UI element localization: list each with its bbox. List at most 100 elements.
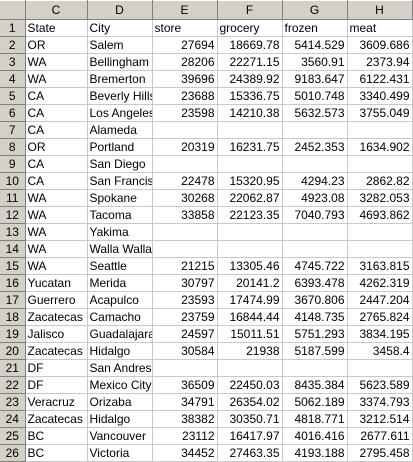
- cell-grocery[interactable]: 13305.46: [217, 257, 283, 275]
- cell-state[interactable]: WA: [25, 240, 88, 258]
- cell-meat[interactable]: [347, 240, 413, 258]
- cell-frozen[interactable]: 7040.793: [282, 206, 348, 224]
- cell-grocery[interactable]: 24389.92: [217, 70, 283, 88]
- cell-frozen[interactable]: 4745.722: [282, 257, 348, 275]
- row-header[interactable]: 18: [0, 308, 26, 326]
- cell-state[interactable]: WA: [25, 257, 88, 275]
- cell-meat[interactable]: 2447.204: [347, 291, 413, 309]
- row-header[interactable]: 3: [0, 53, 26, 71]
- cell-grocery[interactable]: 21938: [217, 342, 283, 360]
- cell-grocery[interactable]: 22062.87: [217, 189, 283, 207]
- cell-meat[interactable]: 3609.686: [347, 36, 413, 54]
- cell-frozen[interactable]: 4148.735: [282, 308, 348, 326]
- row-header[interactable]: 2: [0, 36, 26, 54]
- cell-frozen[interactable]: [282, 359, 348, 377]
- row-header[interactable]: 10: [0, 172, 26, 190]
- row-header[interactable]: 1: [0, 19, 26, 37]
- cell-state[interactable]: Yucatan: [25, 274, 88, 292]
- row-header[interactable]: 11: [0, 189, 26, 207]
- cell-meat[interactable]: 3834.195: [347, 325, 413, 343]
- cell-meat[interactable]: [347, 121, 413, 139]
- cell-frozen[interactable]: 5751.293: [282, 325, 348, 343]
- cell-meat[interactable]: 3163.815: [347, 257, 413, 275]
- cell-city[interactable]: Acapulco: [87, 291, 153, 309]
- cell-store[interactable]: 20319: [152, 138, 218, 156]
- cell-state[interactable]: OR: [25, 138, 88, 156]
- cell-grocery[interactable]: 22123.35: [217, 206, 283, 224]
- cell-grocery[interactable]: 18669.78: [217, 36, 283, 54]
- cell-frozen[interactable]: [282, 240, 348, 258]
- row-header[interactable]: 14: [0, 240, 26, 258]
- cell-grocery[interactable]: 22450.03: [217, 376, 283, 394]
- row-header[interactable]: 16: [0, 274, 26, 292]
- cell-grocery[interactable]: grocery: [217, 19, 283, 37]
- cell-store[interactable]: 34791: [152, 393, 218, 411]
- cell-frozen[interactable]: 5632.573: [282, 104, 348, 122]
- cell-store[interactable]: 33858: [152, 206, 218, 224]
- cell-state[interactable]: Zacatecas: [25, 410, 88, 428]
- cell-grocery[interactable]: 15011.51: [217, 325, 283, 343]
- cell-store[interactable]: [152, 359, 218, 377]
- cell-meat[interactable]: 3374.793: [347, 393, 413, 411]
- cell-state[interactable]: CA: [25, 121, 88, 139]
- cell-grocery[interactable]: 27463.35: [217, 444, 283, 462]
- cell-store[interactable]: 39696: [152, 70, 218, 88]
- cell-grocery[interactable]: 22271.15: [217, 53, 283, 71]
- cell-city[interactable]: Victoria: [87, 444, 153, 462]
- cell-grocery[interactable]: 16417.97: [217, 427, 283, 445]
- cell-city[interactable]: Los Angeles: [87, 104, 153, 122]
- cell-meat[interactable]: 5623.589: [347, 376, 413, 394]
- cell-store[interactable]: 21215: [152, 257, 218, 275]
- cell-state[interactable]: CA: [25, 87, 88, 105]
- cell-grocery[interactable]: 30350.71: [217, 410, 283, 428]
- column-header-e[interactable]: E: [152, 0, 218, 20]
- cell-city[interactable]: City: [87, 19, 153, 37]
- cell-city[interactable]: Mexico City: [87, 376, 153, 394]
- cell-store[interactable]: [152, 155, 218, 173]
- cell-state[interactable]: WA: [25, 223, 88, 241]
- cell-city[interactable]: Spokane: [87, 189, 153, 207]
- cell-store[interactable]: 23598: [152, 104, 218, 122]
- cell-state[interactable]: BC: [25, 444, 88, 462]
- cell-grocery[interactable]: 15336.75: [217, 87, 283, 105]
- cell-city[interactable]: Seattle: [87, 257, 153, 275]
- cell-store[interactable]: 23593: [152, 291, 218, 309]
- column-header-c[interactable]: C: [25, 0, 88, 20]
- cell-frozen[interactable]: 6393.478: [282, 274, 348, 292]
- cell-city[interactable]: San Diego: [87, 155, 153, 173]
- cell-city[interactable]: Alameda: [87, 121, 153, 139]
- cell-store[interactable]: [152, 121, 218, 139]
- cell-store[interactable]: 30797: [152, 274, 218, 292]
- cell-meat[interactable]: 6122.431: [347, 70, 413, 88]
- cell-meat[interactable]: 2373.94: [347, 53, 413, 71]
- cell-frozen[interactable]: 3560.91: [282, 53, 348, 71]
- row-header[interactable]: 19: [0, 325, 26, 343]
- cell-store[interactable]: 36509: [152, 376, 218, 394]
- cell-grocery[interactable]: 15320.95: [217, 172, 283, 190]
- cell-frozen[interactable]: [282, 155, 348, 173]
- cell-frozen[interactable]: 5010.748: [282, 87, 348, 105]
- cell-meat[interactable]: 1634.902: [347, 138, 413, 156]
- cell-store[interactable]: 24597: [152, 325, 218, 343]
- cell-frozen[interactable]: 5414.529: [282, 36, 348, 54]
- cell-meat[interactable]: 4262.319: [347, 274, 413, 292]
- cell-state[interactable]: Jalisco: [25, 325, 88, 343]
- row-header[interactable]: 7: [0, 121, 26, 139]
- cell-city[interactable]: Walla Walla: [87, 240, 153, 258]
- cell-store[interactable]: 27694: [152, 36, 218, 54]
- column-header-h[interactable]: H: [347, 0, 413, 20]
- cell-state[interactable]: WA: [25, 70, 88, 88]
- cell-state[interactable]: CA: [25, 155, 88, 173]
- row-header[interactable]: 17: [0, 291, 26, 309]
- cell-city[interactable]: Yakima: [87, 223, 153, 241]
- column-header-f[interactable]: F: [217, 0, 283, 20]
- cell-store[interactable]: 38382: [152, 410, 218, 428]
- cell-store[interactable]: [152, 223, 218, 241]
- row-header[interactable]: 8: [0, 138, 26, 156]
- cell-store[interactable]: [152, 240, 218, 258]
- cell-frozen[interactable]: 4923.08: [282, 189, 348, 207]
- cell-state[interactable]: WA: [25, 206, 88, 224]
- cell-state[interactable]: OR: [25, 36, 88, 54]
- row-header[interactable]: 15: [0, 257, 26, 275]
- cell-meat[interactable]: 3755.049: [347, 104, 413, 122]
